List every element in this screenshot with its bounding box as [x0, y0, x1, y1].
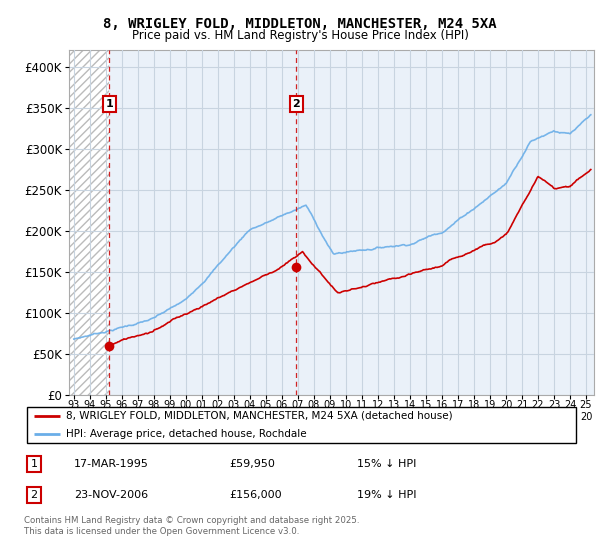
Text: 1: 1	[31, 459, 37, 469]
Text: £156,000: £156,000	[229, 490, 282, 500]
Text: 15% ↓ HPI: 15% ↓ HPI	[357, 459, 416, 469]
Text: 8, WRIGLEY FOLD, MIDDLETON, MANCHESTER, M24 5XA (detached house): 8, WRIGLEY FOLD, MIDDLETON, MANCHESTER, …	[65, 411, 452, 421]
Text: 2: 2	[31, 490, 38, 500]
Text: HPI: Average price, detached house, Rochdale: HPI: Average price, detached house, Roch…	[65, 430, 306, 439]
Bar	[69, 50, 109, 395]
Text: 2: 2	[292, 99, 300, 109]
Text: 8, WRIGLEY FOLD, MIDDLETON, MANCHESTER, M24 5XA: 8, WRIGLEY FOLD, MIDDLETON, MANCHESTER, …	[103, 17, 497, 31]
Text: 17-MAR-1995: 17-MAR-1995	[74, 459, 149, 469]
Text: 23-NOV-2006: 23-NOV-2006	[74, 490, 148, 500]
Bar	[69, 50, 109, 395]
Text: £59,950: £59,950	[229, 459, 275, 469]
Bar	[109, 50, 594, 395]
Text: 19% ↓ HPI: 19% ↓ HPI	[357, 490, 416, 500]
Text: Price paid vs. HM Land Registry's House Price Index (HPI): Price paid vs. HM Land Registry's House …	[131, 29, 469, 42]
Text: 1: 1	[106, 99, 113, 109]
Text: Contains HM Land Registry data © Crown copyright and database right 2025.
This d: Contains HM Land Registry data © Crown c…	[24, 516, 359, 536]
FancyBboxPatch shape	[27, 407, 576, 443]
